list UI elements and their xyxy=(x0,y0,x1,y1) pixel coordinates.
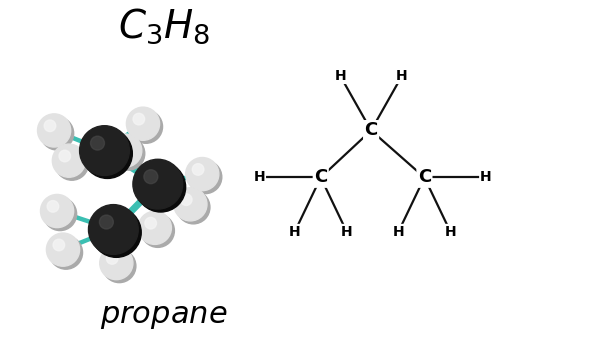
Circle shape xyxy=(100,215,113,229)
Circle shape xyxy=(188,160,222,194)
Text: C: C xyxy=(364,121,378,139)
Circle shape xyxy=(144,170,158,184)
Text: H: H xyxy=(341,225,353,239)
Circle shape xyxy=(40,194,74,227)
Circle shape xyxy=(46,233,80,266)
Circle shape xyxy=(100,246,133,280)
Circle shape xyxy=(177,191,210,224)
Text: H: H xyxy=(334,69,346,83)
Text: H: H xyxy=(392,225,404,239)
Circle shape xyxy=(174,188,207,221)
Text: H: H xyxy=(396,69,408,83)
Text: $\it{propane}$: $\it{propane}$ xyxy=(100,300,227,330)
Circle shape xyxy=(40,117,74,150)
Circle shape xyxy=(115,140,127,152)
Circle shape xyxy=(185,157,219,191)
Text: $\mathit{C}_3\mathit{H}_8$: $\mathit{C}_3\mathit{H}_8$ xyxy=(118,6,210,46)
Circle shape xyxy=(49,236,83,269)
Circle shape xyxy=(103,250,136,283)
Circle shape xyxy=(38,114,71,147)
Circle shape xyxy=(109,134,142,167)
Text: H: H xyxy=(445,225,457,239)
Circle shape xyxy=(91,136,104,150)
Circle shape xyxy=(47,201,59,212)
Circle shape xyxy=(192,164,204,175)
Circle shape xyxy=(43,198,77,231)
Circle shape xyxy=(127,107,160,140)
Text: H: H xyxy=(480,170,492,185)
Circle shape xyxy=(181,194,192,205)
Circle shape xyxy=(88,205,138,254)
Circle shape xyxy=(112,137,145,170)
Circle shape xyxy=(55,147,88,180)
Circle shape xyxy=(52,144,86,177)
Circle shape xyxy=(80,126,130,175)
Circle shape xyxy=(138,211,172,244)
Circle shape xyxy=(44,120,56,132)
Circle shape xyxy=(53,239,65,251)
Circle shape xyxy=(83,129,133,178)
Circle shape xyxy=(145,217,157,229)
Text: H: H xyxy=(289,225,301,239)
Circle shape xyxy=(133,159,182,209)
Circle shape xyxy=(91,208,141,257)
Circle shape xyxy=(130,110,163,143)
Text: H: H xyxy=(253,170,265,185)
Circle shape xyxy=(133,113,145,125)
Text: C: C xyxy=(314,168,328,186)
Circle shape xyxy=(106,253,118,264)
Text: C: C xyxy=(418,168,431,186)
Circle shape xyxy=(136,162,185,212)
Circle shape xyxy=(141,214,175,248)
Circle shape xyxy=(59,150,71,162)
